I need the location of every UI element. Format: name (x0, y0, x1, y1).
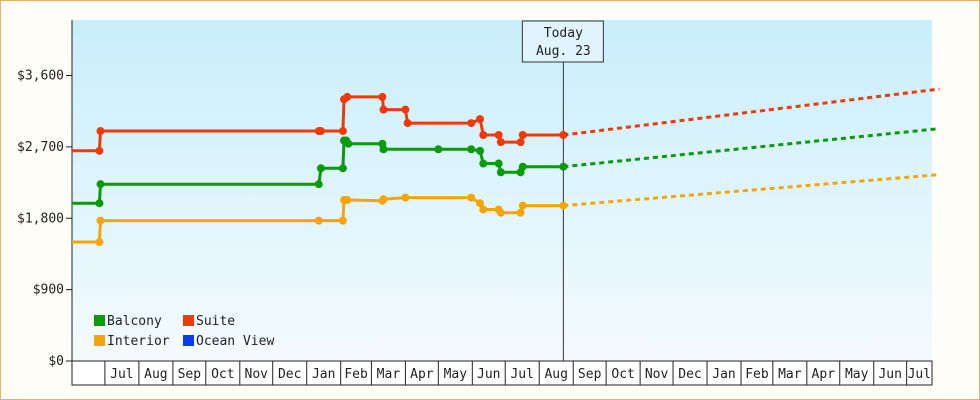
data-point-balcony (434, 145, 443, 154)
plot-area (72, 20, 932, 361)
data-point-balcony (496, 168, 505, 177)
y-tick-label: $0 (48, 354, 64, 369)
data-point-balcony (559, 162, 568, 171)
data-point-interior (343, 196, 352, 205)
data-point-balcony (476, 146, 484, 155)
data-point-suite (401, 105, 410, 114)
legend-swatch-suite (183, 315, 194, 326)
legend-swatch-ocean-view (183, 335, 194, 346)
data-point-interior (95, 238, 104, 247)
data-point-suite (476, 115, 484, 124)
data-point-suite (479, 130, 488, 139)
data-point-balcony (316, 164, 325, 173)
data-point-suite (379, 105, 388, 114)
data-point-interior (496, 208, 505, 217)
data-point-suite (516, 138, 525, 147)
data-point-interior (96, 216, 105, 225)
x-tick-label: Sep (178, 367, 202, 382)
data-point-suite (496, 138, 505, 147)
x-tick-label: Feb (745, 367, 769, 382)
x-tick-label: May (444, 367, 468, 382)
x-tick-label: Nov (245, 367, 269, 382)
y-tick-label: $2,700 (17, 140, 64, 155)
x-tick-label: Dec (278, 367, 301, 382)
x-axis-bar (71, 360, 933, 386)
data-point-balcony (344, 139, 353, 148)
today-label: Today (544, 26, 583, 41)
x-tick-label: Jul (908, 367, 931, 382)
data-point-suite (518, 130, 527, 139)
x-tick-label: Oct (611, 367, 634, 382)
data-point-suite (494, 130, 503, 139)
x-tick-label: Dec (678, 367, 701, 382)
x-tick-label: Nov (645, 367, 669, 382)
x-tick-label: Apr (410, 367, 434, 382)
x-tick-label: Jun (477, 367, 500, 382)
data-point-interior (314, 216, 323, 225)
y-tick-label: $1,800 (17, 211, 64, 226)
legend-label-ocean-view: Ocean View (196, 334, 274, 349)
legend-swatch-interior (94, 335, 105, 346)
x-tick-label: Aug (144, 367, 167, 382)
x-tick-label: Mar (778, 367, 802, 382)
data-point-balcony (518, 162, 527, 171)
data-point-balcony (314, 180, 323, 189)
data-point-suite (338, 127, 347, 136)
forecast-line-suite (563, 87, 940, 137)
data-point-suite (316, 127, 325, 136)
data-point-interior (559, 201, 568, 210)
data-point-balcony (479, 159, 488, 168)
x-tick-label: Sep (578, 367, 602, 382)
x-tick-label: Aug (544, 367, 567, 382)
data-point-interior (467, 193, 476, 202)
data-point-interior (476, 199, 484, 208)
legend-swatch-balcony (94, 315, 105, 326)
forecast-line-balcony (563, 127, 940, 169)
y-tick-label: $3,600 (17, 69, 64, 84)
legend-label-suite: Suite (196, 314, 235, 329)
data-point-interior (516, 208, 525, 217)
data-point-suite (378, 92, 387, 101)
x-tick-label: Jul (110, 367, 133, 382)
data-point-balcony (338, 164, 347, 173)
data-point-balcony (467, 145, 476, 154)
data-point-suite (403, 119, 412, 128)
x-tick-label: Mar (377, 367, 401, 382)
data-point-balcony (379, 145, 388, 154)
legend-label-interior: Interior (107, 334, 170, 349)
data-point-interior (401, 193, 410, 202)
data-point-balcony (494, 159, 503, 168)
data-point-suite (467, 119, 476, 128)
x-tick-label: Feb (344, 367, 368, 382)
y-tick-label: $900 (33, 283, 64, 298)
data-point-balcony (96, 180, 105, 189)
data-point-interior (518, 201, 527, 210)
data-point-interior (479, 205, 488, 214)
legend-label-balcony: Balcony (107, 314, 162, 329)
data-point-interior (379, 195, 388, 204)
x-tick-label: Jul (510, 367, 533, 382)
today-label-box (521, 20, 604, 63)
data-point-suite (559, 130, 568, 139)
x-tick-label: May (845, 367, 869, 382)
data-point-interior (338, 216, 347, 225)
x-tick-label: Jun (878, 367, 901, 382)
x-tick-label: Apr (812, 367, 836, 382)
data-point-suite (96, 127, 105, 136)
x-tick-label: Oct (211, 367, 234, 382)
x-tick-label: Jan (712, 367, 735, 382)
data-point-balcony (95, 199, 104, 208)
today-date-label: Aug. 23 (536, 44, 591, 59)
data-point-suite (343, 92, 352, 101)
data-point-suite (95, 146, 104, 155)
x-tick-label: Jan (312, 367, 335, 382)
